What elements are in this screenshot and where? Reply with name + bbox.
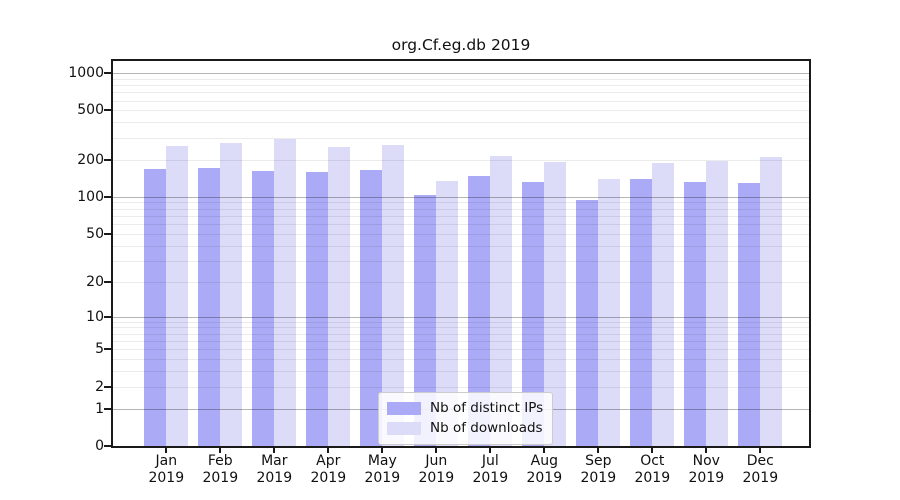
bar-nb-of-downloads-oct (652, 162, 675, 446)
x-tick-mark (705, 448, 708, 453)
y-tick-mark (104, 109, 111, 112)
legend-item-downloads: Nb of downloads (387, 418, 543, 438)
gridline-minor (113, 78, 809, 80)
gridline-minor (113, 100, 809, 102)
bar-nb-of-downloads-sep (598, 179, 621, 446)
bar-nb-of-downloads-dec (760, 156, 783, 446)
x-tick-mark (165, 448, 168, 453)
y-tick-mark (104, 407, 111, 410)
y-tick-label: 20 (86, 273, 104, 290)
x-tick-label: Aug 2019 (526, 453, 563, 486)
x-tick-label: Nov 2019 (688, 453, 725, 486)
gridline-minor (113, 159, 809, 161)
bar-nb-of-distinct-ips-jun (414, 194, 437, 446)
x-tick-label: Jun 2019 (418, 453, 455, 486)
bar-nb-of-distinct-ips-nov (684, 181, 707, 446)
gridline-minor (113, 137, 809, 139)
x-tick-mark (489, 448, 492, 453)
bar-nb-of-downloads-apr (328, 146, 351, 446)
legend: Nb of distinct IPs Nb of downloads (378, 392, 554, 445)
y-tick-mark (104, 280, 111, 283)
plot-area: Nb of distinct IPs Nb of downloads (111, 59, 811, 448)
x-tick-label: Sep 2019 (580, 453, 617, 486)
bar-nb-of-distinct-ips-oct (630, 178, 653, 446)
bar-nb-of-downloads-nov (706, 160, 729, 446)
legend-swatch-downloads (387, 421, 421, 435)
bar-nb-of-downloads-aug (544, 162, 567, 446)
y-tick-label: 5 (95, 341, 104, 358)
x-tick-mark (651, 448, 654, 453)
y-tick-label: 10 (86, 308, 104, 325)
bar-nb-of-distinct-ips-apr (306, 171, 329, 446)
gridline-minor (113, 110, 809, 112)
bar-nb-of-distinct-ips-mar (252, 171, 275, 446)
y-tick-label: 500 (77, 102, 104, 119)
chart-title: org.Cf.eg.db 2019 (391, 36, 531, 54)
legend-swatch-distinct-ips (387, 401, 421, 415)
y-tick-label: 2 (95, 378, 104, 395)
y-tick-label: 200 (77, 151, 104, 168)
x-tick-label: Mar 2019 (256, 453, 293, 486)
gridline-minor (113, 85, 809, 87)
bar-nb-of-downloads-jun (436, 180, 459, 446)
bar-nb-of-downloads-mar (274, 139, 297, 446)
x-tick-label: Jan 2019 (148, 453, 185, 486)
bar-nb-of-downloads-may (382, 144, 405, 446)
x-tick-mark (435, 448, 438, 453)
x-tick-label: Oct 2019 (634, 453, 671, 486)
x-tick-mark (543, 448, 546, 453)
bar-nb-of-downloads-jan (166, 145, 189, 446)
x-tick-mark (759, 448, 762, 453)
y-tick-mark (104, 348, 111, 351)
x-tick-mark (219, 448, 222, 453)
bar-nb-of-distinct-ips-aug (522, 181, 545, 446)
gridline-minor (113, 122, 809, 124)
gridline-minor (113, 92, 809, 94)
gridline-major (113, 73, 809, 75)
y-tick-label: 50 (86, 225, 104, 242)
x-tick-label: Dec 2019 (742, 453, 779, 486)
y-tick-mark (104, 385, 111, 388)
bar-nb-of-downloads-feb (220, 142, 243, 446)
bar-nb-of-distinct-ips-sep (576, 200, 599, 446)
y-tick-label: 1 (95, 400, 104, 417)
legend-item-distinct-ips: Nb of distinct IPs (387, 398, 543, 418)
x-tick-mark (327, 448, 330, 453)
bar-nb-of-distinct-ips-jul (468, 175, 491, 446)
y-tick-label: 100 (77, 188, 104, 205)
bar-nb-of-distinct-ips-feb (198, 168, 221, 446)
y-tick-label: 1000 (68, 65, 104, 82)
bar-nb-of-distinct-ips-dec (738, 182, 761, 446)
bar-nb-of-distinct-ips-may (360, 170, 383, 446)
bar-nb-of-distinct-ips-jan (144, 169, 167, 446)
y-tick-mark (104, 158, 111, 161)
x-tick-label: Apr 2019 (310, 453, 347, 486)
x-tick-label: Feb 2019 (202, 453, 239, 486)
y-tick-mark (104, 232, 111, 235)
y-tick-mark (104, 195, 111, 198)
x-tick-label: May 2019 (364, 453, 401, 486)
y-tick-mark (104, 315, 111, 318)
y-tick-mark (104, 72, 111, 75)
x-tick-mark (597, 448, 600, 453)
bar-nb-of-downloads-jul (490, 155, 513, 446)
y-tick-mark (104, 445, 111, 447)
y-tick-label: 0 (95, 438, 104, 454)
x-tick-label: Jul 2019 (472, 453, 509, 486)
x-tick-mark (381, 448, 384, 453)
legend-label-downloads: Nb of downloads (430, 420, 543, 436)
legend-label-distinct-ips: Nb of distinct IPs (430, 400, 544, 416)
x-tick-mark (273, 448, 276, 453)
